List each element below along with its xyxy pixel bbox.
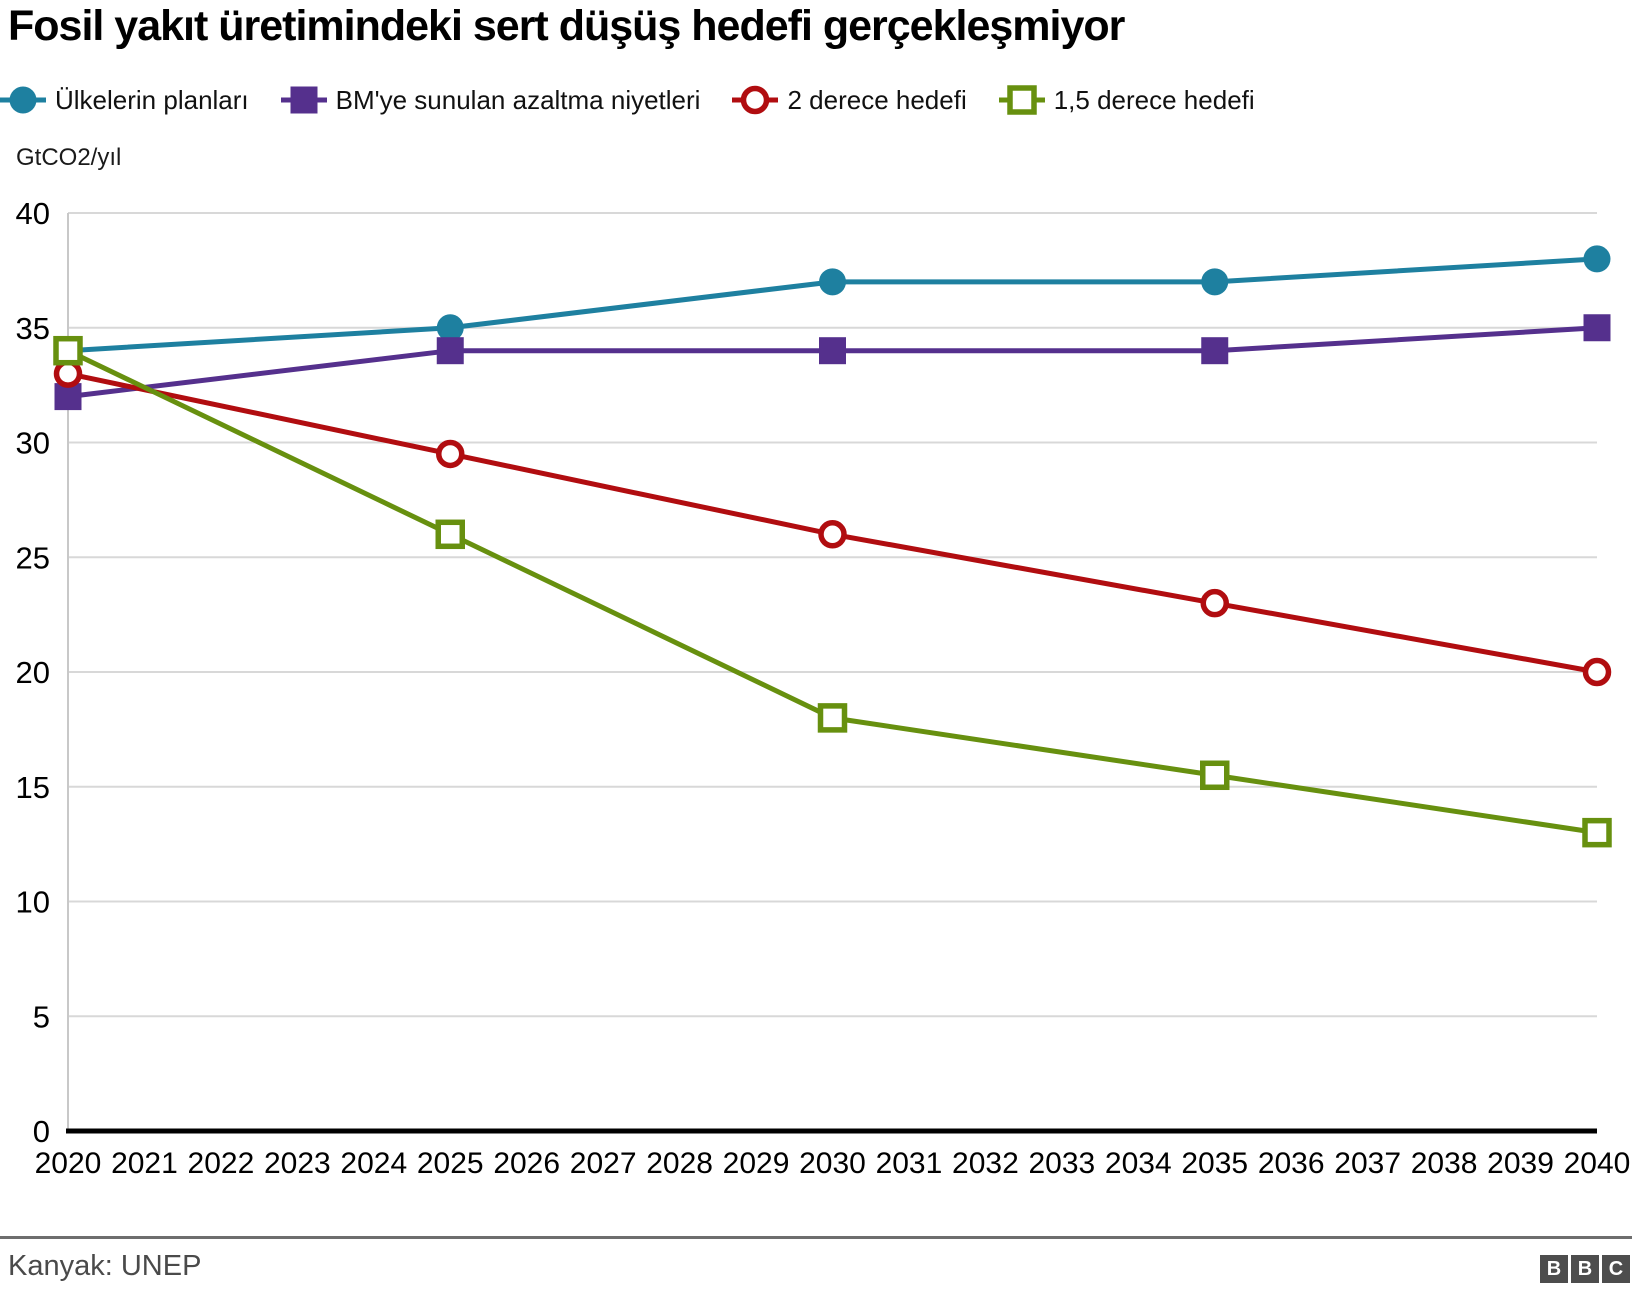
legend-label: Ülkelerin planları [55, 84, 249, 115]
circle-open-legend-icon [732, 85, 779, 115]
circle-filled-legend-icon [0, 86, 46, 114]
svg-text:40: 40 [16, 196, 50, 231]
svg-text:2022: 2022 [188, 1147, 255, 1180]
svg-text:2027: 2027 [570, 1147, 637, 1180]
y-axis-unit-label: GtCO2/yıl [16, 144, 122, 171]
svg-text:20: 20 [16, 655, 50, 690]
svg-text:2032: 2032 [952, 1147, 1019, 1180]
svg-text:2038: 2038 [1411, 1147, 1478, 1180]
svg-text:35: 35 [16, 311, 50, 346]
svg-text:2030: 2030 [799, 1147, 866, 1180]
svg-text:2025: 2025 [417, 1147, 484, 1180]
gridlines [68, 212, 1597, 1018]
svg-text:2031: 2031 [876, 1147, 943, 1180]
svg-text:2021: 2021 [111, 1147, 178, 1180]
svg-text:0: 0 [33, 1114, 50, 1149]
svg-text:10: 10 [16, 885, 50, 920]
svg-text:15: 15 [16, 770, 50, 805]
legend-label: BM'ye sunulan azaltma niyetleri [335, 84, 701, 115]
svg-text:25: 25 [16, 540, 50, 575]
y-tick-labels: 0 5 10 15 20 25 30 35 40 [16, 196, 50, 1149]
svg-text:2028: 2028 [646, 1147, 713, 1180]
svg-text:2029: 2029 [723, 1147, 790, 1180]
series-circle-open [53, 359, 1612, 687]
square-open-legend-icon [998, 85, 1045, 115]
svg-text:2039: 2039 [1487, 1147, 1554, 1180]
svg-text:2024: 2024 [340, 1147, 407, 1180]
chart-legend: Ülkelerin planları BM'ye sunulan azaltma … [0, 84, 1255, 116]
svg-text:2037: 2037 [1334, 1147, 1401, 1180]
legend-item: Ülkelerin planları [0, 84, 249, 116]
bbc-logo-block: B [1540, 1255, 1568, 1283]
svg-text:2033: 2033 [1028, 1147, 1095, 1180]
legend-item: BM'ye sunulan azaltma niyetleri [280, 84, 701, 116]
svg-text:2026: 2026 [493, 1147, 560, 1180]
legend-item: 2 derece hedefi [732, 84, 967, 116]
square-filled-legend-icon [280, 86, 327, 114]
svg-text:2020: 2020 [35, 1147, 102, 1180]
chart-title: Fosil yakıt üretimindeki sert düşüş hede… [8, 2, 1125, 50]
legend-label: 2 derece hedefi [787, 84, 967, 115]
x-tick-labels: 2020 2021 2022 2023 2024 2025 2026 2027 2028 2029… [35, 1147, 1631, 1180]
series-square-open [53, 335, 1612, 848]
svg-text:5: 5 [33, 999, 50, 1034]
legend-item: 1,5 derece hedefi [998, 84, 1255, 116]
svg-text:2040: 2040 [1564, 1147, 1631, 1180]
svg-text:2023: 2023 [264, 1147, 331, 1180]
svg-text:30: 30 [16, 426, 50, 461]
bbc-logo-block: B [1571, 1255, 1599, 1283]
footer-divider [0, 1236, 1632, 1239]
svg-text:2035: 2035 [1181, 1147, 1248, 1180]
series-square-filled [54, 314, 1611, 411]
bbc-logo-block: C [1602, 1255, 1630, 1283]
svg-text:2034: 2034 [1105, 1147, 1172, 1180]
legend-label: 1,5 derece hedefi [1053, 84, 1255, 115]
source-attribution: Kanyak: UNEP [8, 1250, 202, 1282]
svg-text:2036: 2036 [1258, 1147, 1325, 1180]
